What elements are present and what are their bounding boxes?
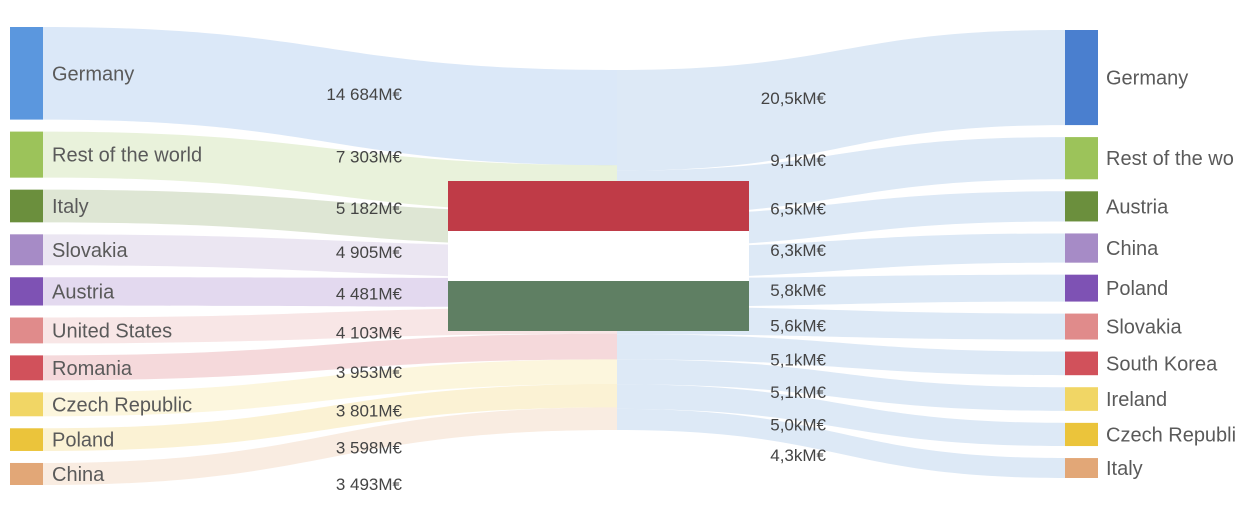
import-value-united-states: 4 103M€ — [336, 323, 403, 342]
export-label-italy: Italy — [1106, 458, 1143, 480]
import-label-slovakia: Slovakia — [52, 240, 128, 262]
import-node-slovakia — [10, 234, 43, 266]
import-node-rest-of-the-world — [10, 131, 43, 178]
import-nodes: Germany Rest of the world Italy Slovakia Aus… — [10, 27, 202, 486]
import-label-rest-of-the-world: Rest of the world — [52, 145, 202, 167]
export-node-south-korea — [1065, 351, 1098, 376]
export-value-austria: 6,5kM€ — [770, 199, 826, 218]
import-value-poland: 3 598M€ — [336, 439, 403, 458]
export-link-ireland — [617, 359, 1065, 411]
export-node-austria — [1065, 191, 1098, 222]
export-node-ireland — [1065, 387, 1098, 411]
flag-stripe-red — [448, 181, 749, 231]
import-value-romania: 3 953M€ — [336, 363, 403, 382]
export-node-czech-republi — [1065, 422, 1098, 447]
import-label-italy: Italy — [52, 196, 89, 218]
import-label-poland: Poland — [52, 430, 114, 452]
import-node-romania — [10, 355, 43, 381]
export-node-poland — [1065, 274, 1098, 302]
export-label-germany: Germany — [1106, 68, 1188, 90]
export-value-south-korea: 5,1kM€ — [770, 350, 826, 369]
import-value-germany: 14 684M€ — [326, 85, 402, 104]
export-label-czech-republi: Czech Republi — [1106, 424, 1236, 446]
import-link-poland — [43, 384, 617, 451]
import-value-italy: 5 182M€ — [336, 199, 403, 218]
export-label-rest-of-the-wo: Rest of the wo — [1106, 148, 1234, 170]
import-node-germany — [10, 27, 43, 120]
import-link-romania — [43, 333, 617, 381]
import-node-united-states — [10, 317, 43, 344]
export-label-ireland: Ireland — [1106, 389, 1167, 411]
export-node-germany — [1065, 30, 1098, 126]
export-label-poland: Poland — [1106, 278, 1168, 300]
import-node-italy — [10, 189, 43, 223]
export-label-austria: Austria — [1106, 196, 1169, 218]
hungary-flag — [448, 181, 749, 331]
flag-stripe-green — [448, 281, 749, 331]
export-value-labels: 20,5kM€ 9,1kM€ 6,5kM€ 6,3kM€ 5,8kM€ 5,6kM€ 5,1… — [761, 89, 827, 465]
export-value-slovakia: 5,6kM€ — [770, 317, 826, 336]
export-nodes: Germany Rest of the wo Austria China Poland S… — [1065, 30, 1236, 480]
import-label-china: China — [52, 464, 105, 486]
export-label-slovakia: Slovakia — [1106, 317, 1182, 339]
export-value-china: 6,3kM€ — [770, 241, 826, 260]
export-link-south-korea — [617, 334, 1065, 376]
export-node-italy — [1065, 458, 1098, 478]
export-label-china: China — [1106, 238, 1159, 260]
import-value-china: 3 493M€ — [336, 475, 403, 494]
import-label-romania: Romania — [52, 358, 133, 380]
import-value-austria: 4 481M€ — [336, 284, 403, 303]
import-link-czech-republic — [43, 359, 617, 417]
import-node-china — [10, 462, 43, 485]
import-label-czech-republic: Czech Republic — [52, 394, 192, 416]
export-link-italy — [617, 408, 1065, 478]
export-link-germany — [617, 30, 1065, 171]
export-value-poland: 5,8kM€ — [770, 281, 826, 300]
export-value-italy: 4,3kM€ — [770, 446, 826, 465]
import-label-united-states: United States — [52, 320, 172, 342]
import-value-czech-republic: 3 801M€ — [336, 401, 403, 420]
import-link-germany — [43, 27, 617, 166]
export-node-china — [1065, 233, 1098, 263]
import-node-poland — [10, 428, 43, 451]
export-value-germany: 20,5kM€ — [761, 89, 827, 108]
import-value-rest-of-the-world: 7 303M€ — [336, 148, 403, 167]
import-label-germany: Germany — [52, 63, 134, 85]
export-label-south-korea: South Korea — [1106, 353, 1218, 375]
import-value-labels: 14 684M€ 7 303M€ 5 182M€ 4 905M€ 4 481M€ 4 10… — [326, 85, 402, 494]
export-value-ireland: 5,1kM€ — [770, 383, 826, 402]
import-label-austria: Austria — [52, 281, 115, 303]
import-value-slovakia: 4 905M€ — [336, 243, 403, 262]
import-node-czech-republic — [10, 392, 43, 417]
import-link-china — [43, 407, 617, 485]
export-link-czech-republi — [617, 384, 1065, 447]
export-node-slovakia — [1065, 313, 1098, 340]
export-value-czech-republi: 5,0kM€ — [770, 415, 826, 434]
import-node-austria — [10, 277, 43, 306]
flag-stripe-white — [448, 231, 749, 281]
export-node-rest-of-the-wo — [1065, 137, 1098, 180]
export-value-rest-of-the-wo: 9,1kM€ — [770, 151, 826, 170]
